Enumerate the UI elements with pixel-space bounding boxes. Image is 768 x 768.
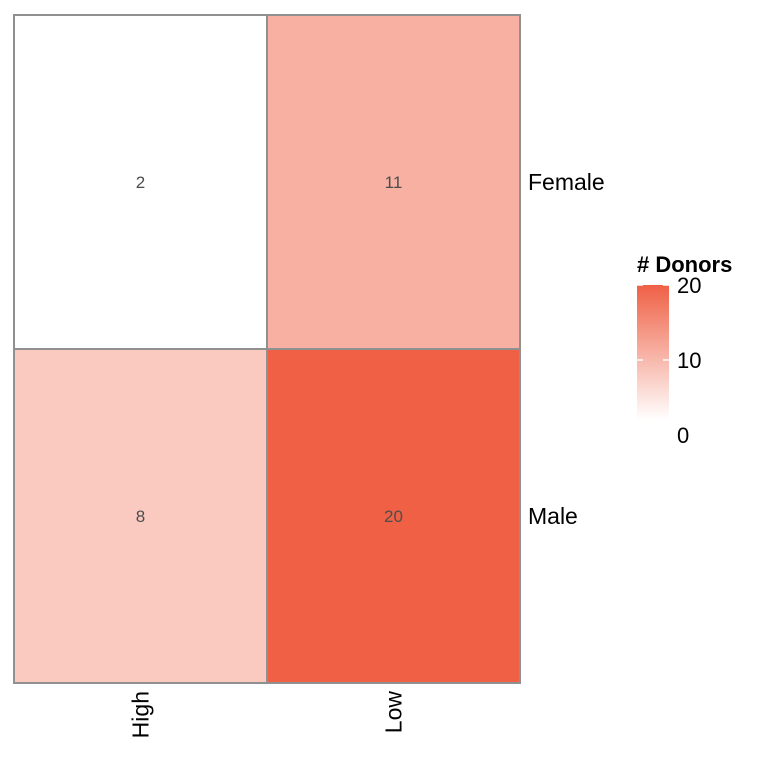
legend-tick-label: 20 (677, 273, 701, 298)
legend-tick-label: 10 (677, 348, 701, 373)
column-labels: High Low (128, 691, 407, 739)
heatmap-cell-female-high (13, 14, 268, 350)
color-legend: # Donors 0 10 20 (637, 252, 732, 448)
row-label-male: Male (528, 503, 578, 529)
legend-tick-label: 0 (677, 423, 689, 448)
column-label-low: Low (381, 691, 407, 734)
legend-color-bar (637, 285, 669, 420)
heatmap-cell-male-high (13, 348, 268, 684)
column-label-high: High (128, 691, 154, 738)
cell-value-label: 20 (384, 507, 403, 526)
cell-value-label: 2 (136, 173, 145, 192)
cell-value-label: 11 (385, 173, 403, 192)
legend-title: # Donors (637, 252, 732, 277)
heatmap-cell-female-low (266, 14, 521, 350)
cell-value-label: 8 (136, 507, 145, 526)
row-label-female: Female (528, 169, 605, 195)
heatmap-cells: 2 11 8 20 (13, 14, 521, 684)
legend-ticks: 0 10 20 (637, 273, 701, 448)
row-labels: Female Male (528, 169, 605, 529)
heatmap-cell-male-low (266, 348, 521, 684)
